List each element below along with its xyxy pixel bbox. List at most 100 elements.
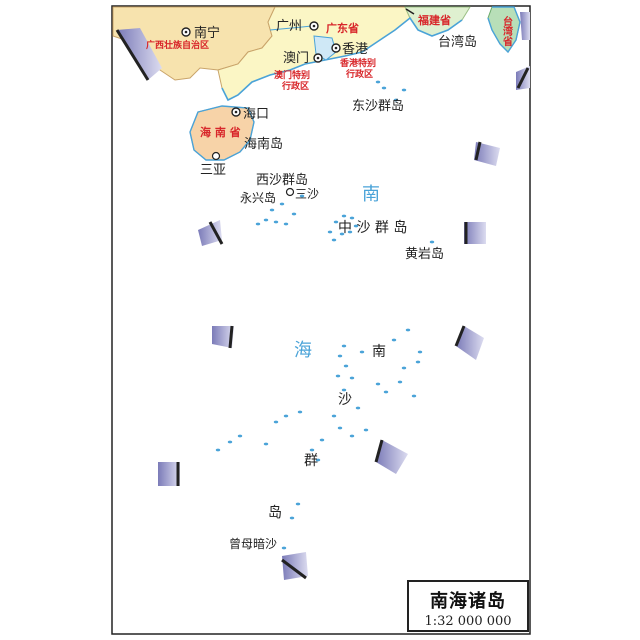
reef-dot [411,394,417,398]
reef-dot [381,86,387,90]
fujian-pointer [405,8,415,15]
reef-dot [299,194,305,198]
reef-dot [255,222,261,226]
hainan-coast [189,105,255,161]
nansha-char-1: 南 [372,344,386,360]
reef-dot [391,338,397,342]
label-guangzhou: 广州 [276,19,302,34]
label-xianggang: 香港 [342,42,368,57]
reef-dot [283,414,289,418]
reef-dot [337,426,343,430]
reef-dot [393,98,399,102]
reef-dot [401,88,407,92]
boundary-dash-7 [454,325,484,360]
legend-box: 南海诸岛 1:32 000 000 [407,580,529,632]
label-aomen-sar-1: 澳门特别 [274,69,310,81]
reef-dot [429,240,435,244]
reef-dot [337,354,343,358]
label-zhongsha: 中 沙 群 岛 [338,220,407,236]
reef-dot [331,238,337,242]
reef-dot [263,442,269,446]
reef-dot [335,374,341,378]
reef-dot [401,366,407,370]
reef-dot [355,406,361,410]
label-guangxi: 广西壮族自治区 [146,39,209,51]
sea-label-hai: 海 [294,340,312,361]
reef-dot [327,230,333,234]
label-dongsha: 东沙群岛 [352,98,404,114]
reef-dot [273,220,279,224]
boundary-dash-5 [281,552,308,580]
reef-dot [339,232,345,236]
city-marker-sansha [285,187,295,197]
boundary-dash-4 [158,462,180,486]
label-yongxing: 永兴岛 [240,190,276,205]
reef-dot [415,360,421,364]
label-fujian: 福建省 [417,13,451,27]
nansha-char-4: 岛 [268,505,282,521]
reef-dot [333,220,339,224]
reef-dot [215,448,221,452]
reef-dot [331,414,337,418]
label-sanya: 三亚 [200,163,226,178]
reef-dot [347,230,353,234]
reef-dot [341,344,347,348]
label-taiwan-province: 台湾省 [501,15,514,47]
city-marker-sanya [211,151,221,161]
reef-dot [269,208,275,212]
reef-dot [397,380,403,384]
label-hainan-province: 海 南 省 [200,125,241,139]
reef-dot [349,216,355,220]
reef-dot [341,388,347,392]
label-zengmu: 曾母暗沙 [229,536,277,551]
label-haikou: 海口 [243,107,269,122]
reef-dot [295,502,301,506]
label-xianggang-sar-2: 行政区 [345,68,373,80]
boundary-dash-9 [474,141,500,166]
reef-dot [341,214,347,218]
legend-scale: 1:32 000 000 [424,614,512,629]
reef-dot [343,364,349,368]
reef-dot [291,212,297,216]
coastline [221,16,463,102]
label-guangdong: 广东省 [326,21,359,35]
boundary-dash-11 [520,12,530,40]
label-taiwan-island: 台湾岛 [438,34,477,50]
reef-dot [375,80,381,84]
reef-dots [215,80,435,550]
reef-dot [227,440,233,444]
reef-dot [263,218,269,222]
label-huangyan: 黄岩岛 [405,246,444,262]
reef-dot [359,350,365,354]
nansha-char-3: 群 [304,453,318,469]
sea-label-nan: 南 [362,184,380,205]
reef-dot [349,434,355,438]
reef-dot [405,328,411,332]
label-xianggang-sar-1: 香港特别 [339,57,376,69]
city-markers [181,21,341,197]
label-sansha: 三沙 [295,187,319,201]
reef-dot [353,224,359,228]
reef-dot [383,390,389,394]
label-hainan-island: 海南岛 [244,136,283,152]
map-frame [111,5,531,635]
reef-dot [363,428,369,432]
reef-dot [297,410,303,414]
boundary-dash-1 [115,28,162,81]
reef-dot [315,458,321,462]
reef-dot [283,222,289,226]
label-aomen: 澳门 [283,50,309,66]
reef-dot [375,382,381,386]
maritime-boundary [115,12,530,580]
nansha-char-2: 沙 [338,392,352,408]
label-nanning: 南宁 [194,25,220,41]
boundary-dash-2 [198,220,224,246]
pearl-river [269,25,313,31]
label-aomen-sar-2: 行政区 [281,80,309,92]
reef-dot [273,420,279,424]
boundary-dash-10 [516,66,530,90]
reef-dot [237,434,243,438]
taiwan-coast [487,6,521,54]
boundary-dash-3 [212,325,234,349]
